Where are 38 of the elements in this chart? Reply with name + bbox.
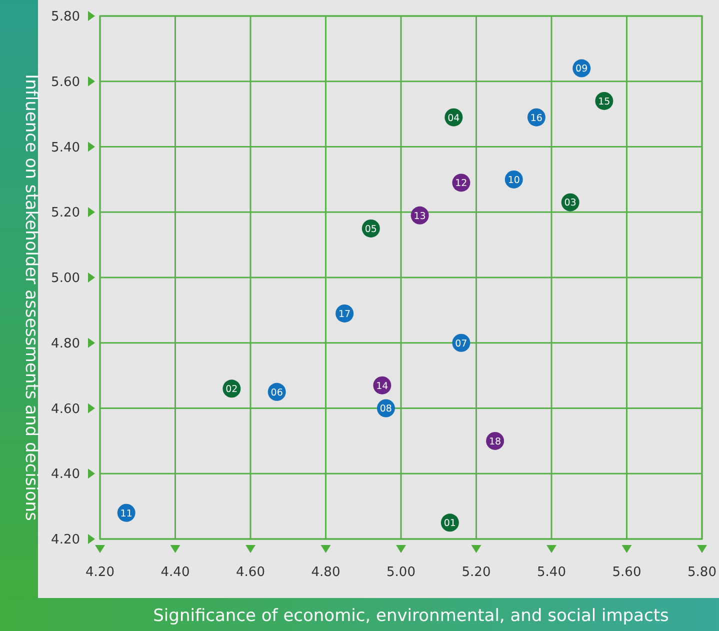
x-tick-label: 4.20: [86, 565, 114, 580]
annotation: 07: [455, 338, 468, 350]
annotation: 02: [226, 384, 238, 396]
annotation: 14: [376, 380, 388, 392]
y-tick-label: 5.60: [51, 74, 80, 90]
annotation: 05: [364, 224, 377, 235]
x-tick-label: 5.60: [612, 565, 642, 580]
annotation: 15: [598, 96, 610, 108]
x-tick-label: 5.80: [688, 565, 716, 580]
y-tick-label: 4.60: [51, 402, 80, 417]
annotation: 12: [455, 178, 468, 190]
y-axis-title: Influence on stakeholder assessments and decisions: [21, 74, 41, 522]
x-tick-label: 5.40: [537, 565, 566, 580]
y-tick-label: 5.80: [51, 10, 80, 25]
x-tick-label: 4.60: [236, 565, 265, 580]
annotation: 11: [120, 508, 132, 520]
annotation: 01: [444, 518, 456, 530]
x-tick-label: 4.80: [311, 565, 340, 580]
annotation: 09: [576, 64, 588, 75]
annotation: 13: [414, 210, 426, 222]
y-tick-label: 4.40: [51, 467, 80, 482]
x-tick-label: 4.40: [160, 565, 190, 580]
annotation: 08: [380, 404, 392, 415]
annotation: 04: [448, 112, 460, 124]
annotation: 16: [530, 112, 542, 124]
y-tick-label: 4.80: [51, 336, 80, 352]
x-tick-label: 5.20: [462, 565, 491, 580]
annotation: 18: [489, 436, 502, 448]
annotation: 10: [508, 174, 520, 186]
y-tick-label: 5.40: [51, 140, 80, 156]
x-axis-title: Significance of economic, environmental, and social impacts: [153, 606, 669, 626]
x-tick-label: 5.00: [386, 565, 416, 580]
y-tick-label: 5.20: [51, 206, 80, 221]
annotation: 17: [338, 308, 351, 320]
annotation: 03: [564, 198, 576, 209]
annotation: 06: [270, 387, 283, 398]
y-tick-label: 5.00: [51, 271, 80, 286]
y-tick-label: 4.20: [51, 532, 80, 548]
